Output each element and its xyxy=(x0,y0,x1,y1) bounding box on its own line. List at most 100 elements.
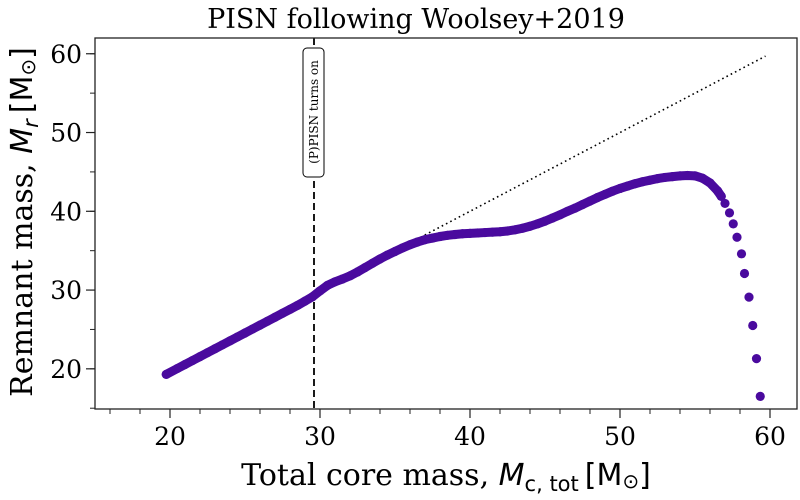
data-point xyxy=(232,332,243,342)
data-point xyxy=(751,353,762,364)
data-point xyxy=(720,198,730,209)
y-tick-label: 20 xyxy=(50,355,82,384)
y-label-unit-close: ] xyxy=(5,47,40,59)
data-point xyxy=(736,249,747,259)
x-axis-label: Total core mass, Mc, tot [M⊙] xyxy=(241,458,651,496)
data-point xyxy=(732,232,742,242)
data-point xyxy=(690,171,700,181)
annotation-box xyxy=(302,47,325,178)
data-point xyxy=(307,292,318,302)
y-tick-label: 40 xyxy=(50,197,82,226)
data-point xyxy=(442,230,453,240)
annotation-text: (P)PISN turns on xyxy=(307,60,321,164)
x-tick-label: 50 xyxy=(604,422,636,451)
data-point xyxy=(697,173,708,183)
data-point xyxy=(217,340,228,350)
data-point xyxy=(622,181,633,191)
data-point xyxy=(390,246,400,257)
data-point xyxy=(724,208,735,218)
data-point xyxy=(375,254,385,264)
data-point xyxy=(412,237,423,247)
data-point xyxy=(450,229,460,240)
data-point xyxy=(652,174,663,184)
chart-title: PISN following Woolsey+2019 xyxy=(207,4,625,35)
data-point xyxy=(435,231,445,242)
data-point xyxy=(645,175,655,185)
data-point xyxy=(755,391,765,401)
x-tick-label: 40 xyxy=(454,422,486,451)
data-point xyxy=(728,219,738,229)
y-label-subscript: r xyxy=(19,118,43,128)
data-point xyxy=(570,203,580,213)
data-points xyxy=(161,170,765,401)
data-point xyxy=(480,227,490,238)
data-point xyxy=(585,196,595,206)
data-point xyxy=(382,250,393,260)
data-point xyxy=(675,171,685,181)
y-axis: 20 30 40 50 60 xyxy=(50,40,95,409)
data-trace xyxy=(161,170,726,379)
data-point xyxy=(547,213,558,223)
data-point xyxy=(255,320,265,330)
x-tick-label: 30 xyxy=(304,422,336,451)
x-label-text: Total core mass, xyxy=(241,458,499,493)
x-tick-label: 20 xyxy=(154,422,186,451)
y-tick-label: 50 xyxy=(50,119,82,148)
data-point xyxy=(277,308,288,318)
x-label-sun-symbol: ⊙ xyxy=(622,469,639,493)
data-point xyxy=(660,172,670,183)
data-point xyxy=(607,186,618,196)
x-tick-label: 60 xyxy=(754,422,786,451)
data-point xyxy=(262,316,273,326)
data-point xyxy=(457,229,468,239)
data-point xyxy=(555,210,565,220)
data-point xyxy=(187,355,198,366)
data-point xyxy=(744,292,754,302)
data-point xyxy=(600,189,610,199)
x-label-subscript: c, tot xyxy=(525,472,579,496)
axes-frame xyxy=(94,37,798,410)
data-point xyxy=(630,179,640,189)
data-point xyxy=(285,304,295,314)
data-point xyxy=(397,243,408,253)
data-point xyxy=(330,277,340,287)
data-point xyxy=(247,324,258,334)
data-point xyxy=(495,227,505,237)
data-point xyxy=(667,172,678,182)
data-point xyxy=(292,300,303,311)
data-point xyxy=(540,216,550,226)
data-point xyxy=(405,240,415,250)
data-point xyxy=(705,178,715,188)
data-point xyxy=(202,348,213,358)
data-point xyxy=(337,274,348,284)
x-label-unit-close: ] xyxy=(639,458,651,493)
data-point xyxy=(315,286,325,296)
data-point xyxy=(510,225,520,235)
data-point xyxy=(637,177,648,187)
data-point xyxy=(240,328,250,338)
data-point xyxy=(270,312,280,322)
data-point xyxy=(487,227,498,237)
data-point xyxy=(502,226,513,236)
x-axis: 20 30 40 50 60 xyxy=(109,409,786,451)
data-point xyxy=(427,233,438,243)
data-point xyxy=(472,228,483,238)
data-point xyxy=(562,206,573,216)
data-point xyxy=(739,268,750,279)
data-point xyxy=(195,352,205,362)
data-point xyxy=(465,228,475,238)
data-point xyxy=(210,344,220,354)
data-point xyxy=(532,219,543,229)
data-point xyxy=(420,235,430,245)
data-point xyxy=(225,336,235,346)
y-axis-label: Remnant mass, Mr [M⊙] xyxy=(5,47,43,397)
data-point xyxy=(517,223,528,233)
data-point xyxy=(161,369,171,379)
data-point xyxy=(345,271,355,281)
y-tick-label: 30 xyxy=(50,276,82,305)
y-label-sun-symbol: ⊙ xyxy=(16,59,40,76)
y-tick-label: 60 xyxy=(50,40,82,69)
data-point xyxy=(577,199,588,210)
x-label-symbol: M xyxy=(499,458,525,493)
